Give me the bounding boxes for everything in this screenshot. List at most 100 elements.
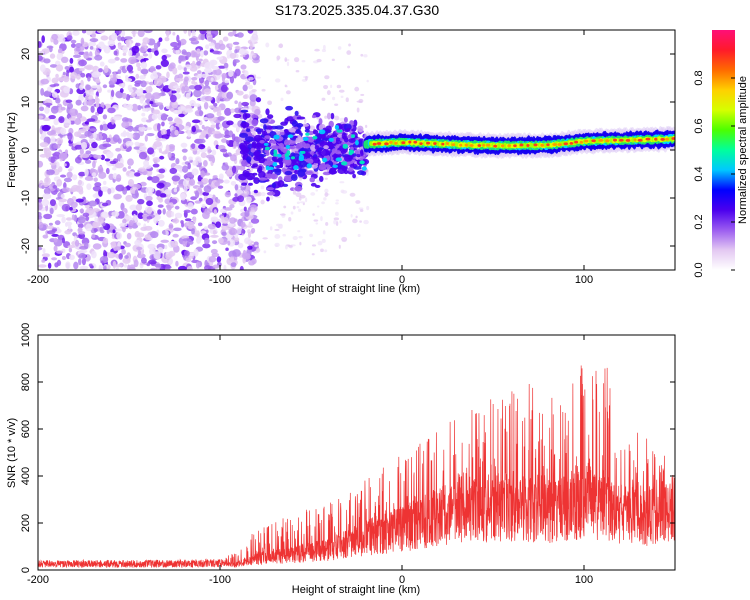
spectrogram-cell (301, 123, 310, 127)
spectrogram-cell (279, 160, 284, 169)
spectrogram-cell (239, 265, 244, 270)
spectrogram-cell (340, 161, 348, 166)
spectrogram-cell (51, 228, 57, 232)
spectrogram-cell (223, 62, 229, 69)
spectrogram-cell (229, 52, 237, 59)
spectrogram-cell (557, 143, 562, 146)
spectrogram-cell (115, 147, 122, 152)
spectrogram-cell (283, 205, 287, 209)
spectrogram-cell (328, 137, 335, 142)
spectrogram-cell (137, 104, 142, 111)
spectrogram-cell (138, 126, 147, 132)
spectrogram-cell (166, 71, 170, 79)
spectrogram-cell (93, 211, 97, 218)
spectrogram-cell (193, 89, 202, 98)
spectrogram-cell (125, 215, 132, 220)
spectrogram-cell (88, 41, 97, 47)
spectrogram-cell (188, 156, 193, 161)
spectrogram-cell (317, 205, 320, 208)
spectrogram-cell (55, 64, 64, 72)
spectrogram-cell (146, 215, 153, 220)
spectrogram-cell (95, 101, 100, 110)
x-tick-label: 0 (399, 274, 405, 286)
spectrogram-cell (477, 144, 482, 147)
spectrogram-cell (286, 61, 290, 67)
spectrogram-cell (134, 83, 141, 87)
spectrogram-cell (99, 61, 105, 67)
spectrogram-cell (146, 119, 152, 123)
spectrogram-cell (181, 222, 185, 228)
spectrogram-cell (291, 174, 298, 182)
spectrogram-cell (216, 199, 221, 204)
spectrogram-cell (194, 190, 200, 199)
spectrogram-cell (326, 90, 331, 96)
spectrogram-cell (52, 151, 61, 160)
spectrogram-cell (51, 33, 58, 41)
spectrogram-cell (126, 39, 130, 48)
spectrogram-cell (71, 214, 75, 221)
spectrogram-cell (90, 91, 94, 96)
spectrogram-cell (316, 58, 322, 63)
spectrogram-cell (210, 124, 217, 129)
spectrogram-cell (187, 129, 191, 138)
spectrogram-cell (273, 134, 280, 140)
spectrogram-cell (224, 107, 232, 116)
spectrogram-cell (270, 145, 281, 150)
spectrogram-cell (61, 255, 66, 261)
spectrogram-cell (144, 225, 153, 231)
spectrogram-cell (366, 205, 370, 211)
spectrogram-cell (121, 92, 127, 100)
spectrogram-cell (137, 66, 142, 72)
spectrogram-cell (346, 127, 351, 132)
spectrogram-cell (124, 242, 131, 248)
spectrogram-cell (323, 145, 329, 150)
spectrogram-cell (232, 196, 240, 202)
spectrogram-cell (214, 181, 220, 187)
spectrogram-cell (61, 237, 66, 244)
spectrogram-cell (349, 192, 356, 197)
spectrogram-cell (459, 143, 463, 147)
spectrogram-cell (99, 226, 104, 232)
spectrogram-y-label: Frequency (Hz) (6, 112, 18, 188)
spectrogram-cell (112, 134, 120, 143)
spectrogram-cell (256, 76, 261, 79)
x-tick-label: -100 (209, 274, 231, 286)
spectrogram-cell (67, 224, 72, 230)
spectrogram-cell (200, 152, 207, 159)
spectrogram-cell (232, 249, 241, 257)
spectrogram-cell (49, 161, 57, 166)
spectrogram-cell (63, 163, 67, 167)
spectrogram-cell (173, 227, 182, 232)
spectrogram-cell (73, 51, 79, 55)
spectrogram-cell (356, 153, 361, 158)
spectrogram-cell (49, 207, 54, 215)
spectrogram-cell (366, 79, 369, 83)
spectrogram-cell (55, 73, 59, 79)
spectrogram-cell (645, 137, 651, 141)
spectrogram-cell (132, 126, 140, 132)
spectrogram-cell (215, 221, 222, 228)
spectrogram-cell (310, 182, 317, 187)
spectrogram-cell (198, 157, 202, 163)
spectrogram-cell (38, 115, 44, 119)
colorbar-tick-label: 0.0 (693, 262, 705, 277)
spectrogram-cell (217, 116, 225, 121)
spectrogram-cell (241, 229, 245, 236)
spectrogram-cell (312, 135, 318, 140)
spectrogram-cell (210, 30, 219, 37)
spectrogram-cell (133, 259, 139, 268)
spectrogram-cell (184, 218, 192, 222)
spectrogram-cell (191, 80, 196, 85)
spectrogram-cell (217, 65, 226, 69)
spectrogram-cell (77, 179, 83, 186)
spectrogram-cell (259, 140, 265, 144)
spectrogram-cell (239, 149, 247, 155)
spectrogram-cell (75, 83, 80, 89)
spectrogram-cell (192, 216, 197, 224)
spectrogram-cell (222, 36, 229, 42)
spectrogram-cell (76, 87, 86, 95)
spectrogram-cell (53, 118, 59, 126)
spectrogram-cell (56, 250, 64, 254)
spectrogram-cell (84, 94, 94, 101)
spectrogram-cell (322, 230, 326, 235)
